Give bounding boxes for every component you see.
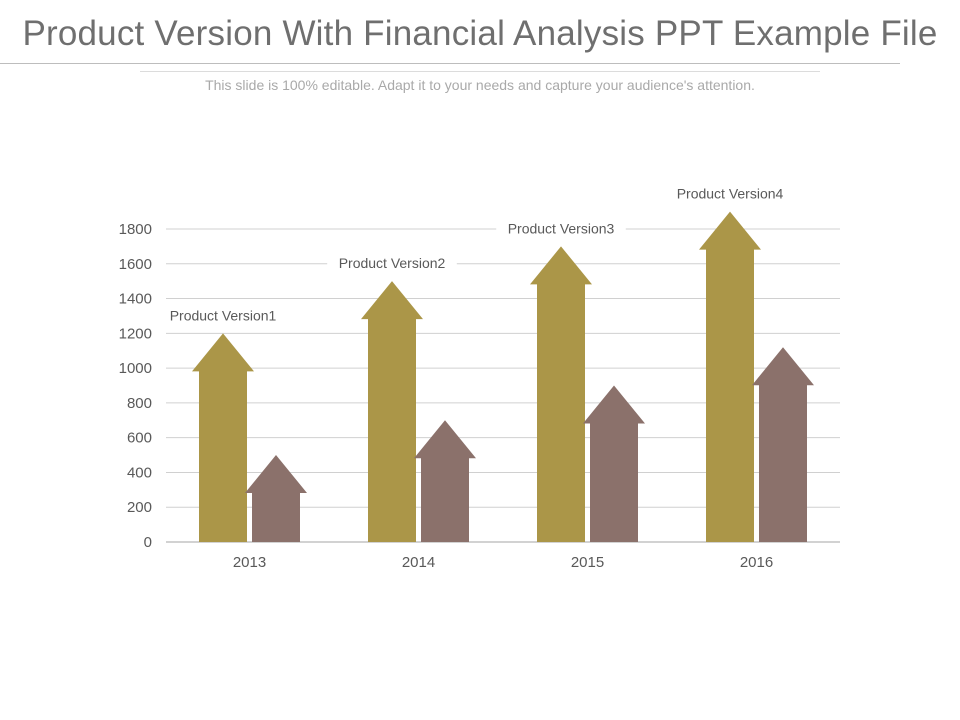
annotation-backdrop — [327, 254, 457, 274]
y-tick-label: 800 — [127, 395, 152, 412]
arrow-bars — [192, 211, 814, 542]
arrow-bar-series-1-2016 — [699, 211, 761, 542]
x-category-label: 2016 — [740, 554, 773, 571]
x-category-label: 2013 — [233, 554, 266, 571]
slide-subtitle: This slide is 100% editable. Adapt it to… — [205, 77, 755, 93]
version-annotations: Product Version1 Product Version2 Product … — [158, 184, 795, 326]
arrow-bar-series-2-2016 — [752, 347, 814, 542]
y-tick-label: 1000 — [119, 360, 152, 377]
y-tick-label: 400 — [127, 464, 152, 481]
arrow-bar-series-2-2014 — [414, 420, 476, 542]
product-version-label: Product Version4 — [677, 186, 784, 202]
annotation-backdrop — [496, 219, 626, 239]
annotation-backdrop — [665, 184, 795, 204]
title-divider-secondary — [140, 71, 820, 72]
arrow-bar-series-2-2013 — [245, 455, 307, 542]
x-axis-categories: 2013 2014 2015 2016 — [233, 554, 773, 571]
title-divider — [0, 63, 900, 64]
y-tick-label: 1400 — [119, 291, 152, 308]
x-category-label: 2014 — [402, 554, 435, 571]
y-tick-label: 0 — [144, 534, 152, 551]
y-tick-label: 200 — [127, 499, 152, 516]
arrow-bar-series-1-2014 — [361, 281, 423, 542]
y-tick-label: 1600 — [119, 256, 152, 273]
y-tick-label: 600 — [127, 430, 152, 447]
slide-title: Product Version With Financial Analysis … — [22, 14, 938, 53]
arrow-bar-series-2-2015 — [583, 385, 645, 542]
y-tick-label: 1800 — [119, 221, 152, 238]
arrow-bar-series-1-2015 — [530, 246, 592, 542]
product-version-label: Product Version3 — [508, 220, 615, 236]
product-version-label: Product Version1 — [170, 307, 277, 323]
x-category-label: 2015 — [571, 554, 604, 571]
product-version-label: Product Version2 — [339, 255, 446, 271]
y-axis-ticks: 0 200 400 600 800 1000 1200 1400 1600 1800 — [119, 221, 152, 551]
y-tick-label: 1200 — [119, 325, 152, 342]
arrow-bar-series-1-2013 — [192, 333, 254, 542]
annotation-backdrop — [158, 306, 288, 326]
